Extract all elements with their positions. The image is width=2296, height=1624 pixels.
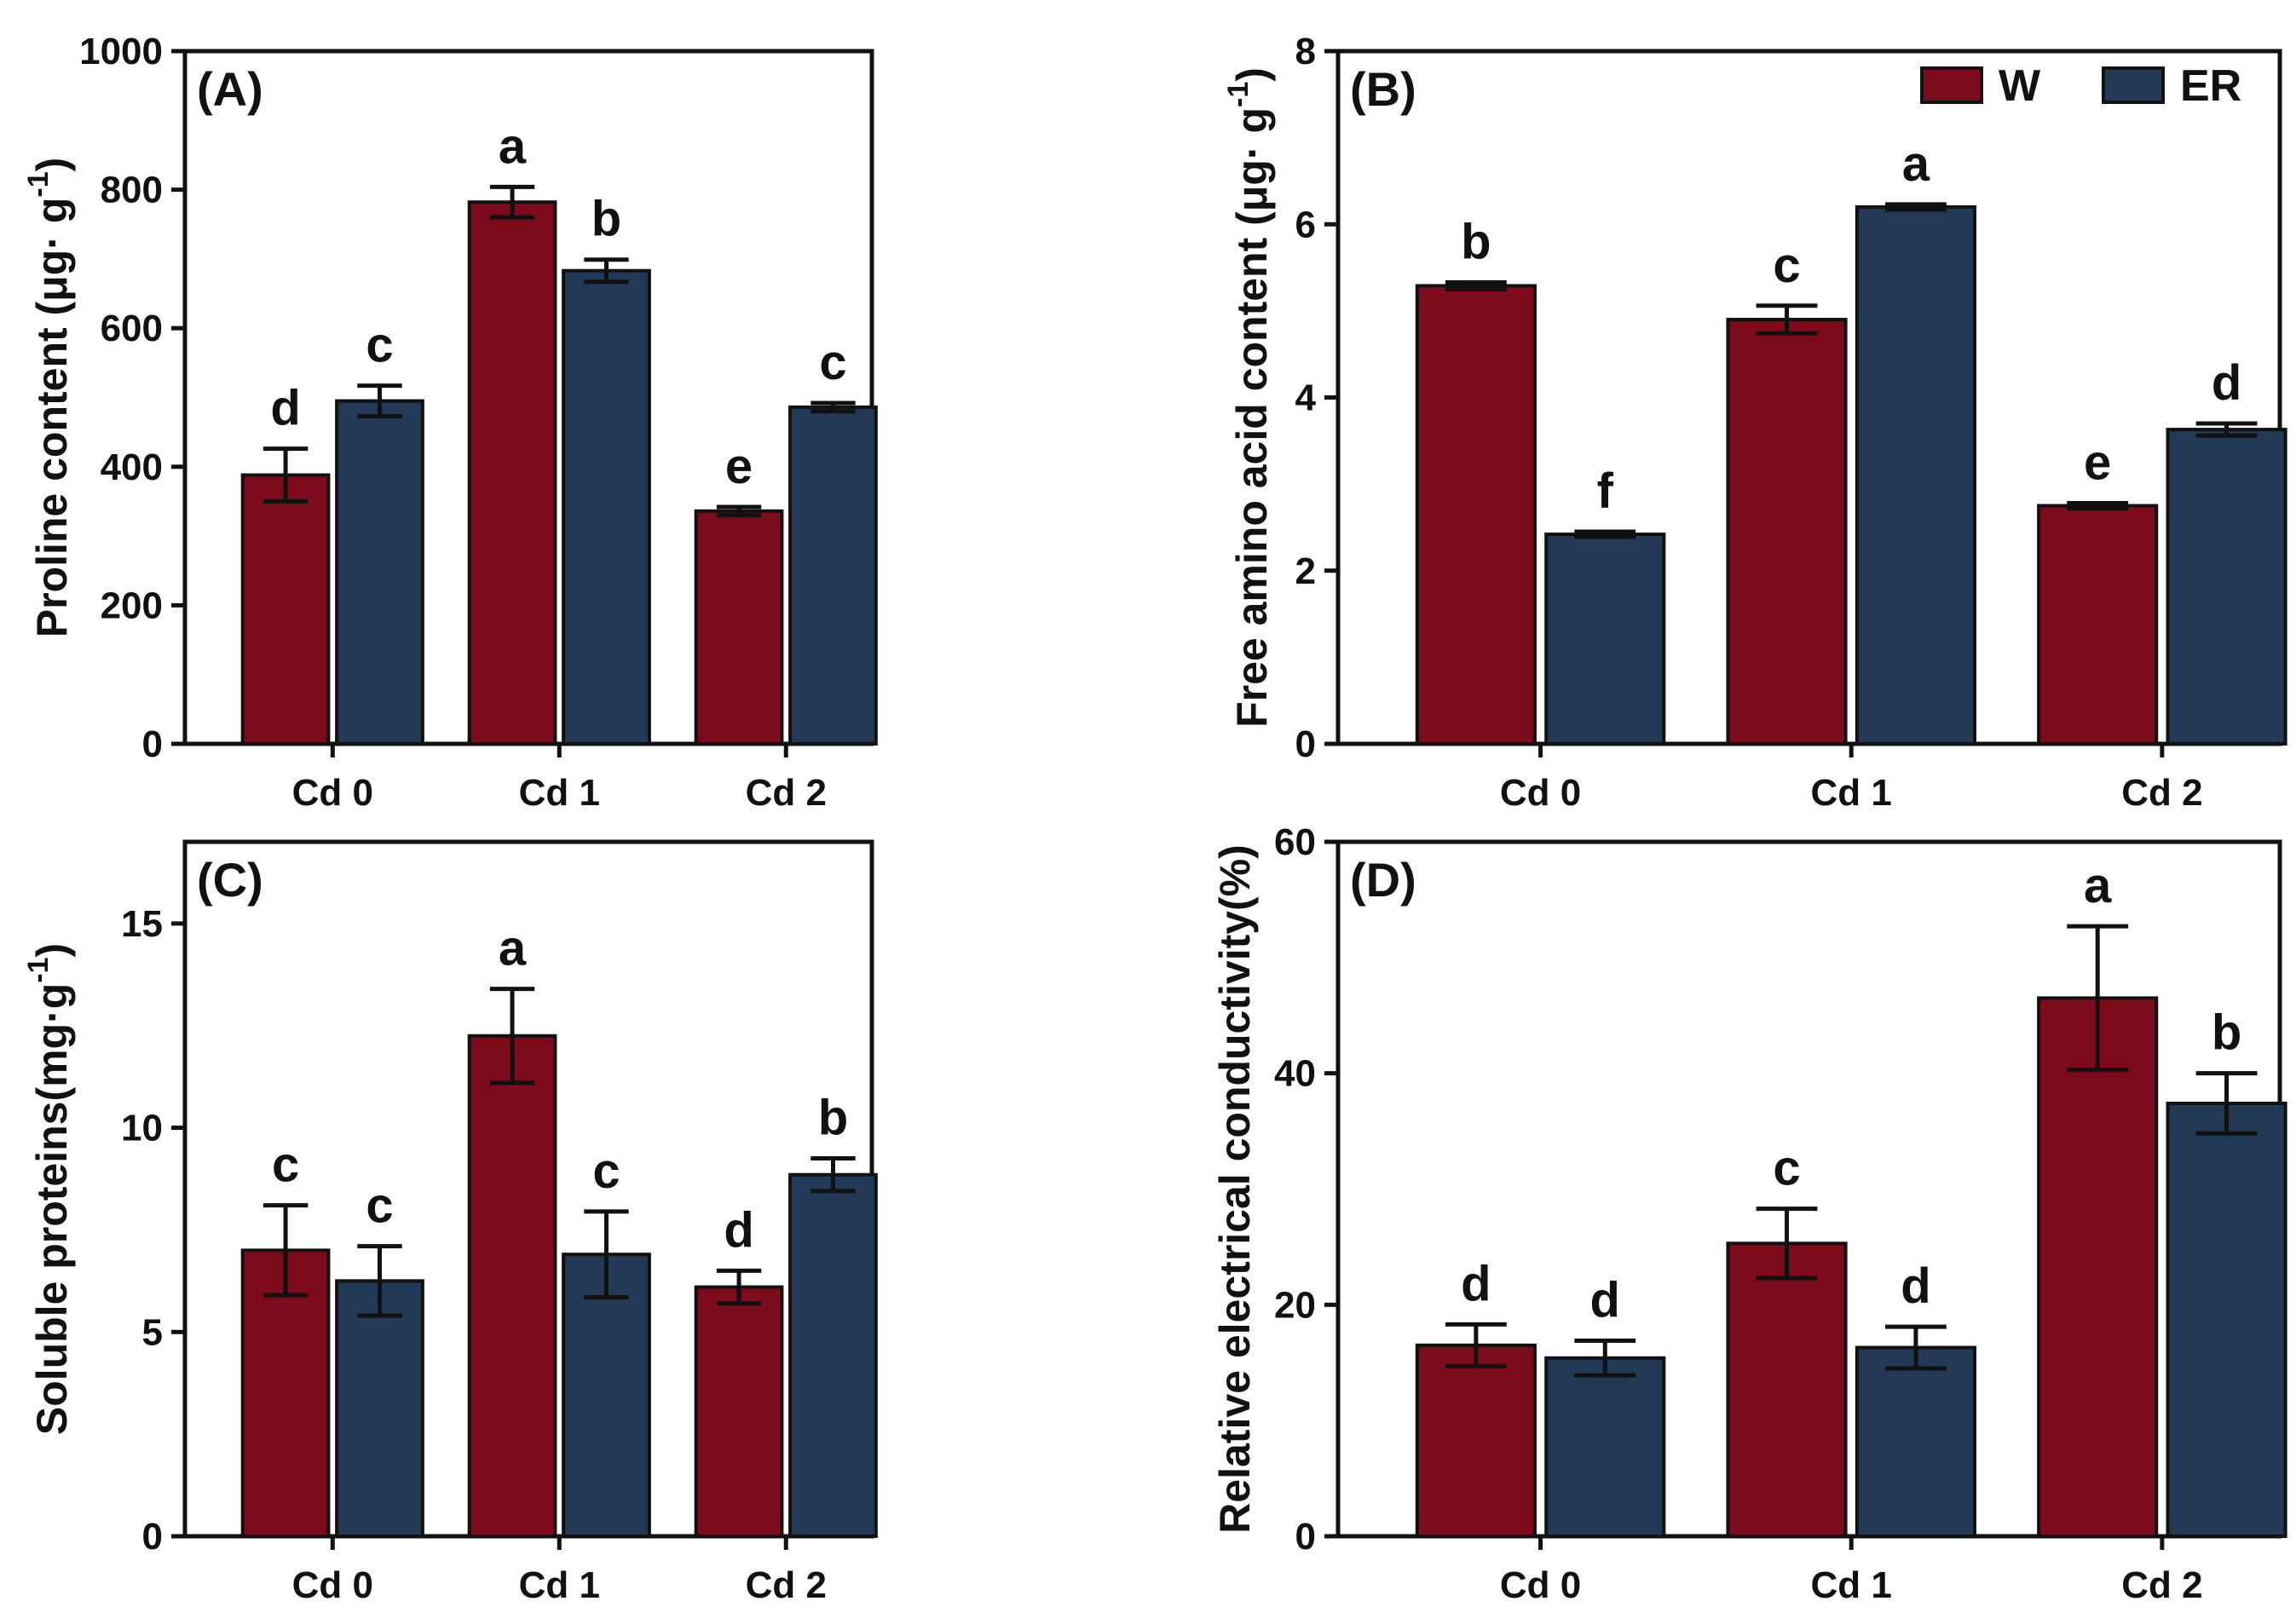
significance-letter: c [1773, 238, 1800, 293]
y-tick-label: 800 [101, 170, 163, 211]
significance-letter: c [366, 1178, 393, 1234]
x-tick-label: Cd 0 [1500, 772, 1581, 814]
significance-letter: d [1590, 1272, 1620, 1327]
panel-c: 0 5 10 15 Soluble proteins(mg·g-1) (C) Cd 0 c c C… [22, 839, 878, 1606]
x-tick-label: Cd 0 [1500, 1564, 1581, 1606]
significance-letter: b [591, 192, 621, 247]
y-tick-label: 6 [1295, 204, 1316, 245]
bar-er [2166, 428, 2287, 746]
significance-letter: c [1773, 1141, 1800, 1196]
significance-letter: a [2084, 858, 2112, 913]
significance-letter: b [1461, 214, 1491, 269]
panel-label: (B) [1350, 62, 1416, 116]
bar-w [694, 509, 784, 746]
y-tick-label: 200 [101, 585, 163, 626]
legend-swatch-er [2102, 66, 2165, 104]
legend-label-er: ER [2180, 61, 2241, 111]
y-tick-label: 20 [1274, 1284, 1316, 1326]
significance-letter: b [2212, 1005, 2241, 1061]
y-tick-label: 10 [121, 1108, 163, 1149]
legend-swatch-w [1920, 66, 1983, 104]
bar-er [2166, 1101, 2287, 1538]
bar-w [2037, 504, 2159, 746]
bar-er [1855, 204, 1976, 746]
significance-letter: a [499, 921, 527, 976]
y-tick-label: 8 [1295, 31, 1316, 72]
x-tick-label: Cd 2 [2121, 1564, 2202, 1606]
bar-er [1544, 1356, 1666, 1538]
significance-letter: d [270, 381, 300, 436]
bar-w [2037, 996, 2159, 1538]
significance-letter: a [499, 118, 527, 174]
y-tick-label: 0 [142, 723, 163, 765]
bar-er [335, 399, 424, 746]
bar-w [1415, 1343, 1537, 1538]
panel-label: (C) [197, 853, 263, 907]
bar-er [562, 268, 651, 746]
y-tick-label: 0 [1295, 723, 1316, 765]
bar-er [788, 1172, 878, 1538]
significance-letter: a [1902, 136, 1930, 192]
significance-letter: e [725, 439, 753, 494]
x-tick-label: Cd 0 [292, 772, 373, 814]
bar-er [1855, 1345, 1976, 1539]
y-tick-label: 40 [1274, 1053, 1316, 1095]
significance-letter: c [819, 335, 846, 390]
bar-w [467, 200, 557, 746]
bar-w [467, 1034, 557, 1538]
y-tick-label: 4 [1295, 377, 1317, 419]
bar-w [1726, 318, 1848, 746]
bar-w [240, 473, 331, 746]
y-tick-label: 5 [142, 1311, 163, 1353]
panel-label: (D) [1350, 853, 1416, 907]
panel-d: 0 20 40 60 Relative electrical conductivity(… [1211, 821, 2287, 1606]
y-tick-label: 600 [101, 308, 163, 349]
y-axis-title: Soluble proteins(mg·g-1) [22, 943, 76, 1435]
bar-w [1726, 1241, 1848, 1538]
significance-letter: d [2212, 355, 2241, 411]
panel-b: 0 2 4 6 8 Free amino acid content (μg· g-1) (B… [1222, 31, 2287, 814]
x-tick-label: Cd 1 [1811, 772, 1892, 814]
x-tick-label: Cd 1 [519, 772, 600, 814]
y-tick-label: 15 [121, 903, 163, 945]
legend-label-w: W [1999, 61, 2041, 111]
y-tick-label: 0 [1295, 1516, 1316, 1558]
y-axis-title: Proline content (μg· g-1) [22, 158, 76, 638]
bar-er [562, 1253, 651, 1539]
bar-er [335, 1279, 424, 1539]
y-tick-label: 2 [1295, 550, 1316, 592]
panel-label: (A) [197, 62, 263, 116]
bar-w [240, 1248, 331, 1538]
significance-letter: b [818, 1091, 848, 1146]
bar-w [1415, 284, 1537, 746]
significance-letter: c [366, 318, 393, 373]
y-tick-label: 60 [1274, 821, 1316, 863]
significance-letter: d [1461, 1256, 1491, 1311]
y-tick-label: 1000 [79, 31, 163, 72]
x-tick-label: Cd 2 [746, 1564, 827, 1606]
bar-w [694, 1285, 784, 1538]
significance-letter: c [592, 1143, 620, 1199]
y-axis-title: Free amino acid content (μg· g-1) [1222, 67, 1276, 728]
significance-letter: e [2084, 435, 2111, 490]
significance-letter: d [1901, 1258, 1930, 1314]
y-tick-label: 400 [101, 446, 163, 488]
significance-letter: c [272, 1137, 299, 1193]
x-tick-label: Cd 2 [746, 772, 827, 814]
significance-letter: d [724, 1202, 753, 1258]
y-axis-title: Relative electrical conductivity(%) [1211, 844, 1259, 1534]
x-tick-label: Cd 1 [519, 1564, 600, 1606]
significance-letter: f [1597, 464, 1614, 519]
bar-er [788, 405, 878, 746]
panel-a: 0 200 400 600 800 1000 Proline content (μg· g-… [22, 31, 878, 814]
x-tick-label: Cd 0 [292, 1564, 373, 1606]
legend: W ER [1920, 61, 2241, 111]
x-tick-label: Cd 1 [1811, 1564, 1892, 1606]
x-tick-label: Cd 2 [2121, 772, 2202, 814]
y-tick-label: 0 [142, 1516, 163, 1558]
bar-er [1544, 533, 1666, 746]
